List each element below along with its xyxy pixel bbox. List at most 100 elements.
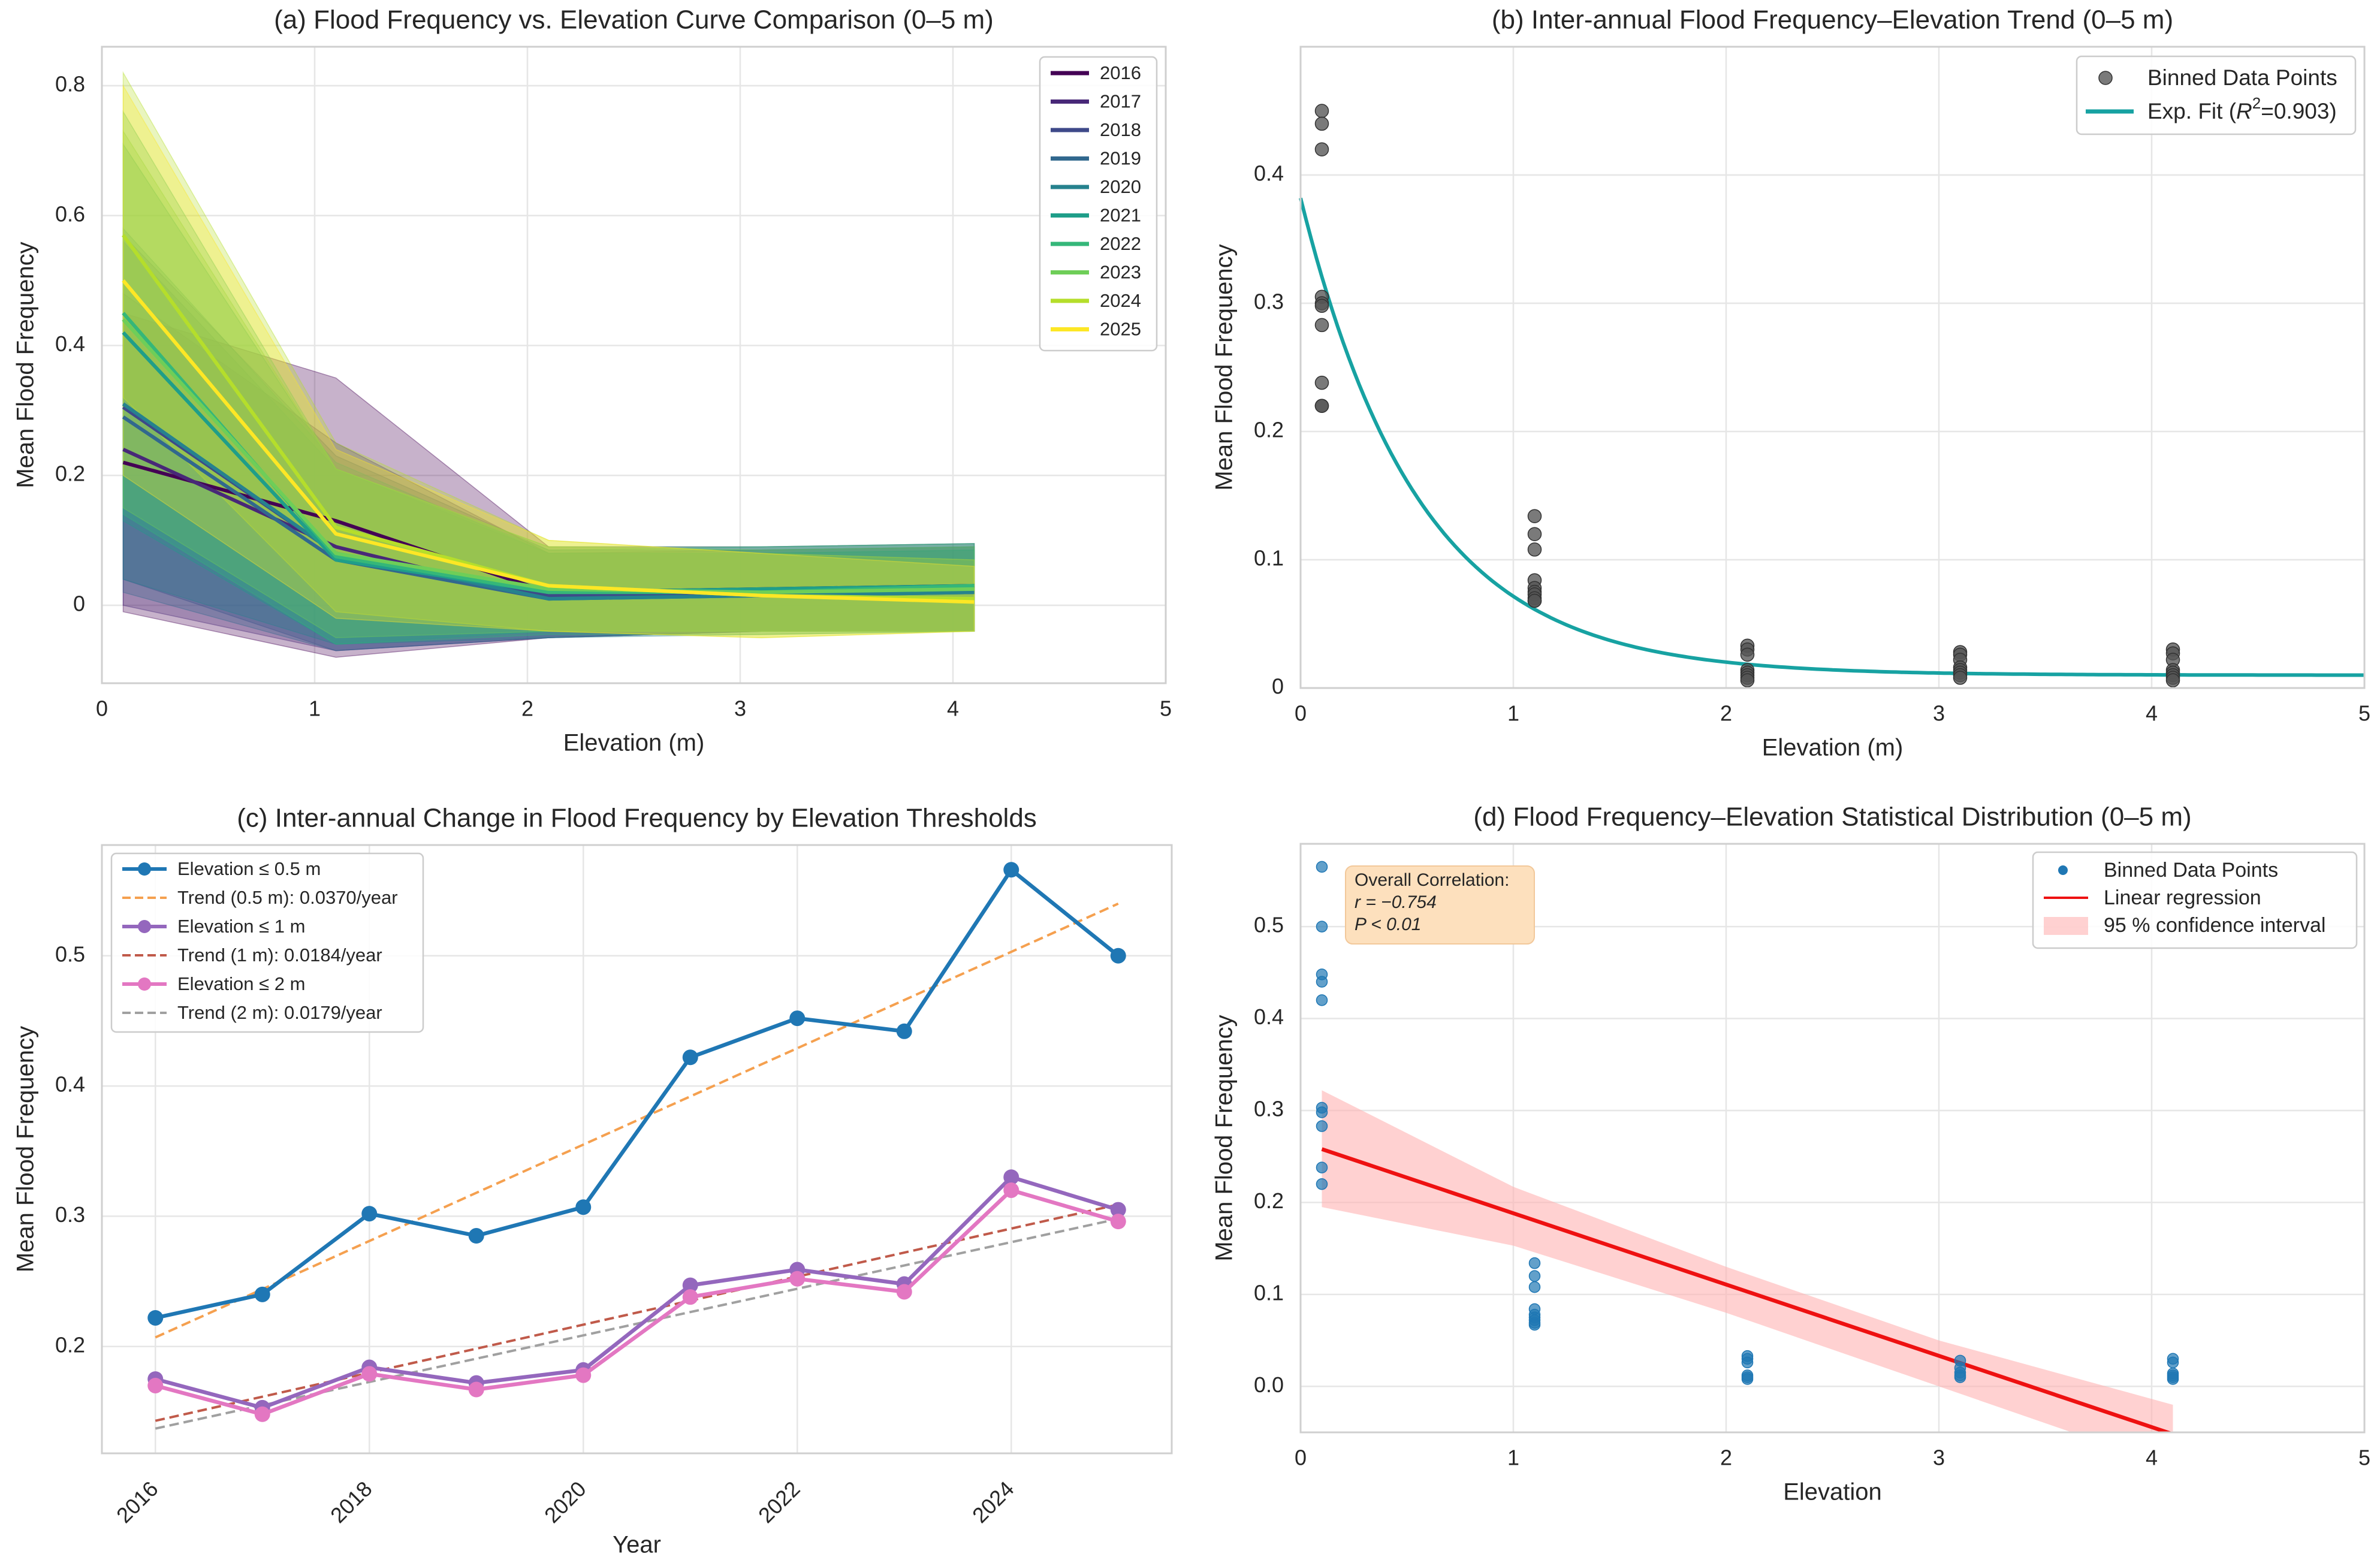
x-tick-label: 5: [1160, 696, 1172, 721]
legend-frame: [2076, 55, 2357, 135]
x-axis-label: Elevation (m): [1762, 735, 1904, 761]
series-marker: [682, 1277, 698, 1293]
legend-marker-series: [138, 977, 151, 991]
series-marker: [789, 1010, 806, 1027]
clipped-layer: [1321, 1090, 2174, 1432]
confidence-band-2024: [122, 71, 975, 638]
regression-line: [1321, 1147, 2174, 1432]
data-point: [1316, 1161, 1328, 1173]
y-tick-label: 0.2: [55, 461, 85, 486]
y-tick-label: 0.5: [1254, 913, 1284, 937]
series-marker: [1110, 1202, 1126, 1218]
legend-label: Binned Data Points: [2104, 859, 2278, 882]
data-point: [1314, 116, 1329, 131]
data-point: [1527, 509, 1542, 523]
legend-fit-part: Exp. Fit (: [2147, 99, 2237, 123]
legend-label: 2017: [1100, 91, 1141, 112]
legend-label: 2018: [1100, 119, 1141, 140]
panel-c: 2016 2018 2020 2022 2024 0.2 0.3 0.4 0.5 (c) Inte…: [13, 804, 1173, 1558]
legend-label: 2020: [1100, 176, 1141, 197]
series-marker: [575, 1367, 592, 1383]
x-tick-label: 1: [1507, 1446, 1519, 1470]
chart-title: (d) Flood Frequency–Elevation Statistica…: [1473, 802, 2191, 832]
data-point: [1316, 1106, 1328, 1118]
x-tick-label: 2018: [325, 1476, 377, 1528]
panel-d: 0 1 2 3 4 5 0.0 0.1 0.2 0.3 0.4 0.5 (d) Flood Freque…: [1211, 802, 2370, 1505]
y-axis-label: Mean Flood Frequency: [13, 1026, 39, 1272]
x-tick-label: 4: [2146, 1446, 2158, 1470]
legend-label: 2019: [1100, 148, 1141, 169]
data-point: [2167, 1356, 2179, 1369]
x-axis-label: Year: [613, 1532, 661, 1558]
legend-label: 2016: [1100, 62, 1141, 83]
data-point: [1314, 399, 1329, 413]
confidence-band-2023: [122, 129, 975, 638]
legend-label: Trend (2 m): 0.0179/year: [177, 1002, 382, 1023]
data-point: [1316, 1178, 1328, 1190]
x-tick-label: 1: [1507, 701, 1519, 726]
x-tick-label: 3: [1933, 701, 1945, 726]
exp-fit-curve: [1299, 197, 2364, 677]
axes-frame: [101, 46, 1167, 684]
legend-marker-series: [138, 862, 151, 876]
data-point: [1527, 527, 1542, 541]
data-point: [1314, 375, 1329, 390]
legend-fit-part: =0.903): [2261, 99, 2337, 123]
chart-title: (c) Inter-annual Change in Flood Frequen…: [237, 804, 1037, 833]
series-line: [155, 868, 1120, 1320]
data-point: [2167, 1373, 2179, 1385]
series-line-2020: [122, 402, 975, 601]
trend-line: [155, 902, 1119, 1339]
y-tick-label: 0.1: [1254, 1280, 1284, 1305]
legend-label: 2023: [1100, 262, 1141, 283]
data-point: [1314, 318, 1329, 333]
data-point: [2165, 673, 2180, 687]
legend-frame: [2032, 851, 2358, 949]
legend-fit-part: 2: [2252, 94, 2261, 112]
plot-area: [102, 47, 1166, 683]
series-marker: [361, 1206, 378, 1222]
panel-b: 0 1 2 3 4 5 0 0.1 0.2 0.3 0.4 (b) Inter-annual Floo…: [1211, 5, 2370, 761]
series-marker: [896, 1284, 912, 1300]
legend-label: 95 % confidence interval: [2104, 914, 2325, 937]
data-point: [1740, 673, 1755, 687]
y-tick-label: 0.4: [1254, 1004, 1284, 1029]
legend-label: Elevation ≤ 0.5 m: [177, 858, 321, 879]
data-point: [1314, 298, 1329, 313]
x-tick-label: 2: [1720, 701, 1732, 726]
series-marker: [147, 1309, 164, 1326]
data-point: [1740, 647, 1755, 662]
y-tick-label: 0.3: [55, 1202, 85, 1227]
y-tick-label: 0.3: [1254, 289, 1284, 314]
confidence-band-2016: [122, 312, 975, 658]
confidence-band-2022: [122, 110, 975, 645]
x-tick-label: 0: [96, 696, 108, 721]
confidence-band-2025: [122, 84, 975, 638]
series-marker: [682, 1289, 698, 1305]
y-axis-label: Mean Flood Frequency: [1211, 1015, 1238, 1261]
data-point: [1741, 1373, 1754, 1385]
y-tick-label: 0.4: [1254, 161, 1284, 186]
series-line-2025: [122, 279, 975, 604]
legend-fit-part: R: [2236, 99, 2252, 123]
panel-a: 0 1 2 3 4 5 0 0.2 0.4 0.6 0.8 (a) Flood Frequency v…: [13, 5, 1172, 756]
data-point: [1316, 994, 1328, 1006]
x-tick-label: 2016: [111, 1476, 163, 1528]
confidence-interval-band: [1322, 1090, 2173, 1432]
legend-marker-points: [2058, 865, 2068, 875]
x-tick-label: 5: [2358, 701, 2370, 726]
legend-frame: [110, 852, 424, 1033]
y-tick-label: 0.1: [1254, 546, 1284, 571]
y-tick-label: 0.8: [55, 72, 85, 96]
axes-frame: [101, 844, 1173, 1455]
legend-label: Linear regression: [2104, 886, 2261, 909]
y-tick-label: 0.4: [55, 331, 85, 356]
x-tick-label: 2024: [967, 1476, 1019, 1528]
data-point: [1316, 861, 1328, 873]
data-point: [1527, 593, 1542, 608]
legend-label: 2025: [1100, 319, 1141, 340]
chart-title: (b) Inter-annual Flood Frequency–Elevati…: [1492, 5, 2173, 35]
plot-area: [1301, 47, 2364, 688]
chart-title: (a) Flood Frequency vs. Elevation Curve …: [274, 5, 994, 35]
